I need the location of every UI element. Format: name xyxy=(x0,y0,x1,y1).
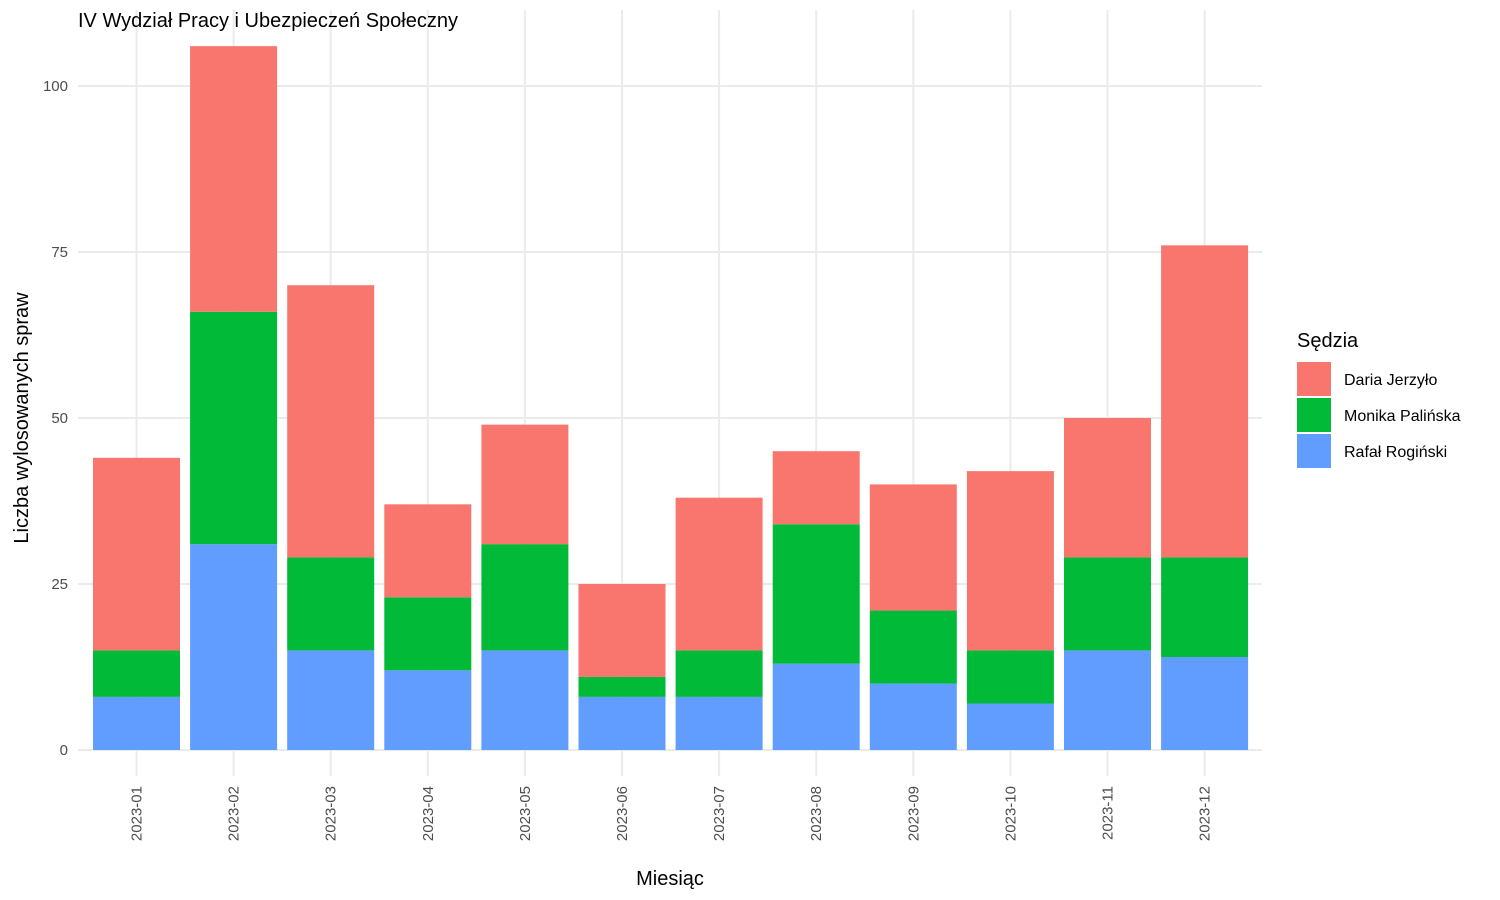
y-tick-label: 25 xyxy=(51,576,68,593)
x-axis-ticks: 2023-01 2023-02 2023-03 2023-04 2023-05 2023-… xyxy=(129,786,1214,841)
bar-segment xyxy=(869,683,957,750)
bar-segment xyxy=(966,703,1054,750)
x-axis-title: Miesiąc xyxy=(636,868,704,890)
bar-segment xyxy=(190,311,278,545)
x-tick-label: 2023-05 xyxy=(517,786,534,841)
bar-segment xyxy=(966,471,1054,651)
bar-segment xyxy=(869,610,957,684)
bar-segment xyxy=(384,670,472,750)
x-tick-label: 2023-04 xyxy=(420,786,437,841)
y-axis-title: Liczba wylosowanych spraw xyxy=(11,292,33,544)
x-tick-label: 2023-03 xyxy=(323,786,340,841)
legend-swatch xyxy=(1297,362,1331,396)
bar-segment xyxy=(384,504,472,598)
x-tick-label: 2023-12 xyxy=(1197,786,1214,841)
bar-segment xyxy=(1161,245,1249,558)
bar-segment xyxy=(772,451,860,525)
bar-segment xyxy=(481,650,569,750)
bar-segment xyxy=(190,544,278,750)
legend-title: Sędzia xyxy=(1297,330,1359,352)
y-tick-label: 50 xyxy=(51,410,68,427)
bar-segment xyxy=(578,696,666,750)
bar-segment xyxy=(190,46,278,312)
bar-segment xyxy=(1064,650,1151,750)
legend-label: Rafał Rogiński xyxy=(1344,444,1447,461)
bar-segment xyxy=(578,676,666,697)
legend-label: Daria Jerzyło xyxy=(1344,372,1437,389)
bars xyxy=(93,46,1249,750)
bar-segment xyxy=(481,424,569,545)
legend-swatch xyxy=(1297,434,1331,468)
bar-segment xyxy=(287,285,375,558)
y-tick-label: 0 xyxy=(60,742,68,759)
bar-segment xyxy=(93,650,180,697)
x-tick-label: 2023-02 xyxy=(226,786,243,841)
chart-title: IV Wydział Pracy i Ubezpieczeń Społeczny xyxy=(78,10,458,32)
bar-segment xyxy=(93,457,180,651)
bar-segment xyxy=(1161,557,1249,658)
bar-segment xyxy=(1161,657,1249,750)
x-tick-label: 2023-10 xyxy=(1002,786,1019,841)
y-tick-label: 75 xyxy=(51,244,68,261)
bar-segment xyxy=(675,650,763,697)
legend: Sędzia Daria Jerzyło Monika Palińska Rafał… xyxy=(1297,330,1461,468)
bar-segment xyxy=(869,484,957,611)
bar-segment xyxy=(1064,418,1151,558)
bar-segment xyxy=(93,696,180,750)
legend-swatch xyxy=(1297,398,1331,432)
bar-segment xyxy=(772,663,860,750)
x-tick-label: 2023-09 xyxy=(905,786,922,841)
bar-segment xyxy=(966,650,1054,704)
bar-segment xyxy=(384,597,472,671)
bar-segment xyxy=(287,557,375,651)
x-tick-label: 2023-08 xyxy=(808,786,825,841)
bar-segment xyxy=(1064,557,1151,651)
x-tick-label: 2023-07 xyxy=(711,786,728,841)
bar-segment xyxy=(481,544,569,651)
legend-items: Daria Jerzyło Monika Palińska Rafał Rogińs… xyxy=(1297,362,1461,468)
legend-label: Monika Palińska xyxy=(1344,408,1461,425)
bar-segment xyxy=(675,497,763,651)
x-tick-label: 2023-01 xyxy=(129,786,146,841)
bar-segment xyxy=(287,650,375,750)
x-tick-label: 2023-11 xyxy=(1100,786,1117,840)
x-tick-label: 2023-06 xyxy=(614,786,631,841)
bar-segment xyxy=(675,696,763,750)
bar-segment xyxy=(578,584,666,677)
bar-segment xyxy=(772,524,860,664)
y-axis-ticks: 0 25 50 75 100 xyxy=(43,78,68,759)
y-tick-label: 100 xyxy=(43,78,68,95)
